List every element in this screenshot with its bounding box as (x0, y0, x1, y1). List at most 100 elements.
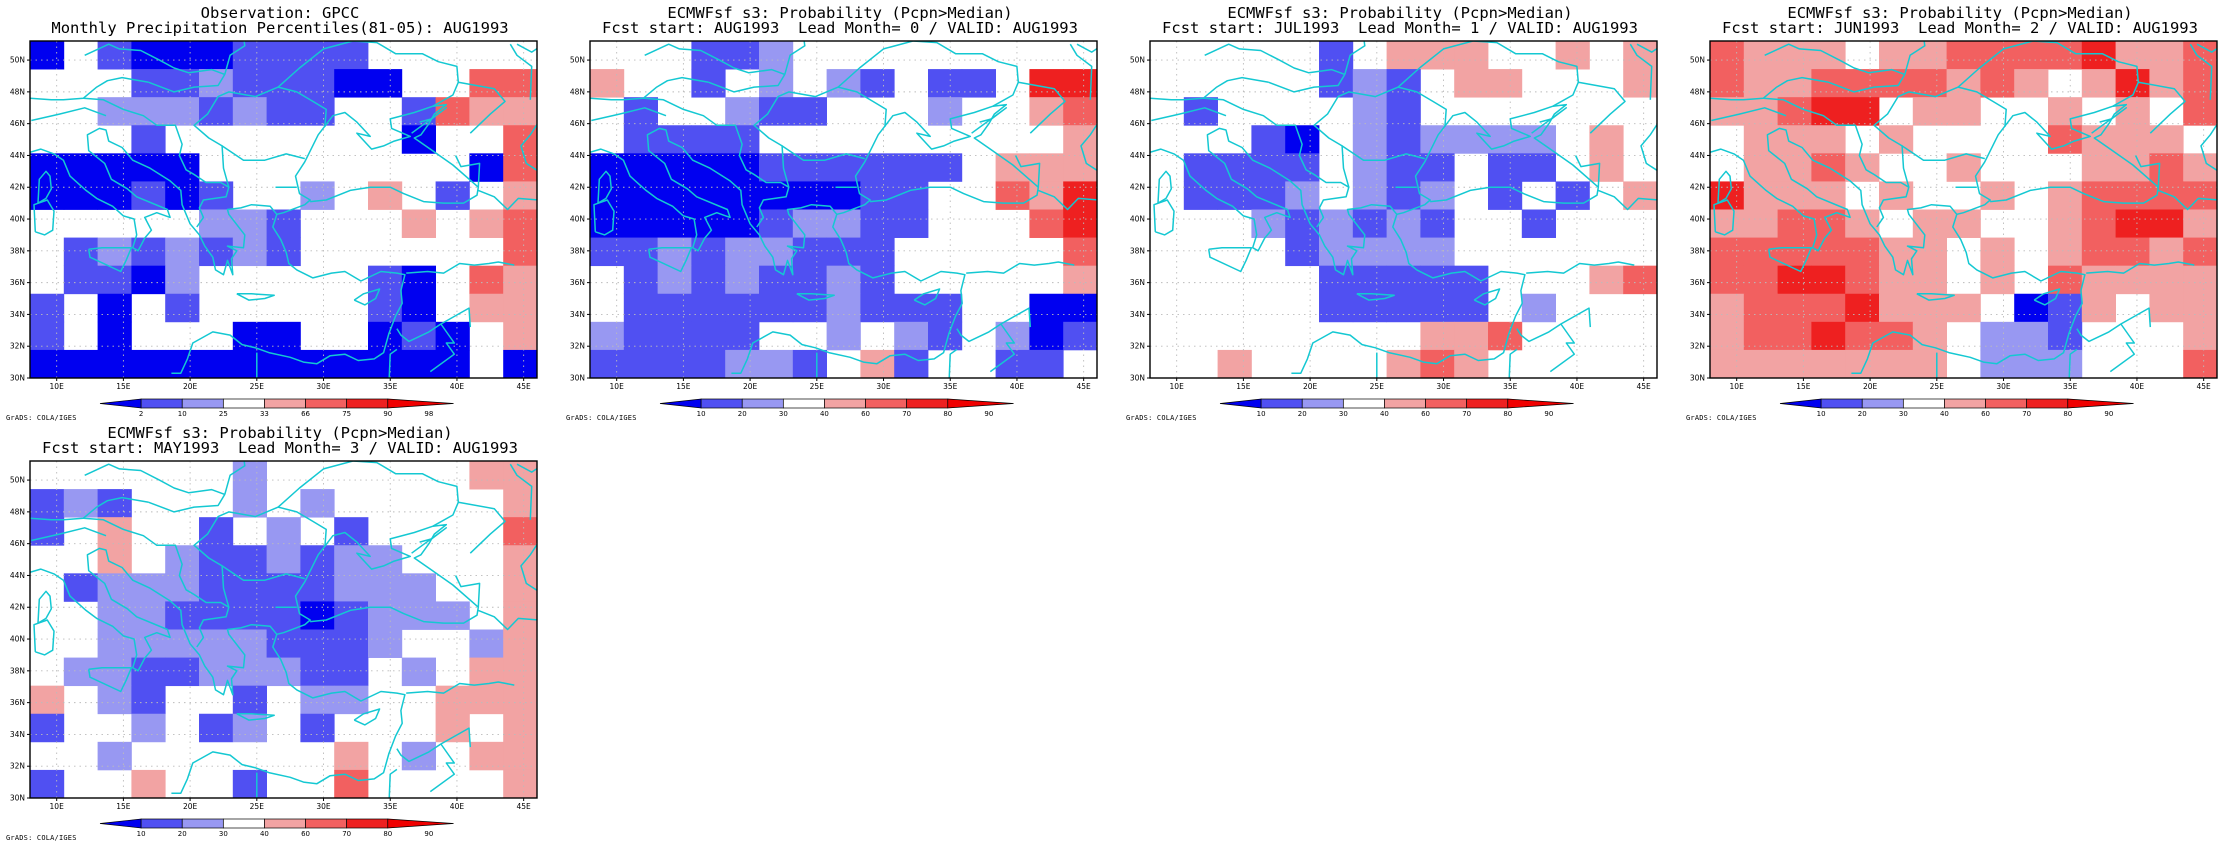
graticule (590, 41, 1097, 379)
grid-cell (1777, 41, 1812, 70)
grid-cell (1777, 181, 1812, 210)
grid-cell (1743, 237, 1778, 267)
grid-cell (266, 657, 301, 687)
grid-cell (860, 69, 895, 98)
coastline (411, 527, 448, 554)
grid-cell (266, 97, 301, 126)
grid-cell (232, 489, 267, 518)
lon-tick-label: 20E (743, 382, 758, 391)
grid-cell (1420, 237, 1455, 267)
lon-tick-label: 45E (517, 802, 532, 811)
grid-cell (401, 265, 436, 295)
grid-cell (1946, 41, 1981, 70)
probability-map: 10E 15E 20E 25E 30E 35E 40E 45E 30N 32N 34N 36N 38N 4… (570, 40, 1098, 418)
coastline (31, 527, 107, 542)
grid-cell (623, 293, 658, 323)
grid-cell (725, 41, 760, 70)
lon-tick-label: 15E (116, 382, 131, 391)
grid-cell (503, 293, 538, 323)
grid-cell (232, 629, 267, 658)
grid-cell (435, 181, 470, 210)
grid-cell (1251, 181, 1286, 210)
grid-cell (995, 153, 1030, 182)
panel-subtitle: Fcst start: JUN1993 Lead Month= 2 / VALI… (1722, 19, 2198, 37)
grid-cell (63, 657, 98, 687)
coastline (1268, 74, 1346, 93)
lon-tick-label: 10E (50, 382, 65, 391)
grid-cell (1352, 153, 1387, 182)
lon-tick-label: 25E (1930, 382, 1945, 391)
grid-cell (334, 69, 369, 98)
coastline (1629, 43, 1653, 100)
coastline (753, 86, 887, 188)
coastline (429, 743, 456, 793)
grid-cell (1811, 97, 1846, 126)
coastline (731, 214, 966, 374)
grid-cell (300, 657, 335, 687)
colorbar-label: 10 (1817, 410, 1826, 418)
grid-cell (503, 321, 538, 351)
grid-cell (1285, 153, 1320, 182)
colorbar-segment (659, 398, 702, 409)
grid-cell (691, 265, 726, 295)
grid-cell (1352, 209, 1387, 238)
grid-cell (469, 265, 504, 295)
coastline (781, 145, 865, 161)
grid-cell (503, 769, 538, 799)
grid-cell (165, 41, 200, 70)
colorbar-label: 20 (178, 830, 187, 838)
grid-cell (2115, 209, 2150, 238)
panel-subtitle: Fcst start: AUG1993 Lead Month= 0 / VALI… (602, 19, 1078, 37)
grid-cell (894, 153, 929, 182)
grid-cell (300, 489, 335, 518)
coastline (1472, 41, 1580, 107)
grid-cell (131, 237, 166, 267)
coastline (2134, 155, 2161, 188)
grid-cell (725, 265, 760, 295)
coastline (1313, 86, 1447, 188)
lat-tick-label: 38N (10, 246, 25, 255)
coastline (83, 517, 230, 648)
grads-credit: GrADS: COLA/IGES (566, 414, 637, 422)
grads-credit: GrADS: COLA/IGES (1126, 414, 1197, 422)
grid-cell (1029, 153, 1064, 182)
colorbar-label: 70 (342, 830, 351, 838)
grid-cell (1420, 125, 1455, 154)
grid-cell (232, 573, 267, 602)
coastline (1763, 97, 1910, 228)
grid-cell (165, 153, 200, 182)
grid-cell (826, 293, 861, 323)
coastline (2138, 81, 2186, 134)
colorbar-label: 60 (301, 830, 310, 838)
map-frame (589, 40, 1098, 379)
coastline (171, 214, 406, 374)
coastlines (1710, 41, 2217, 378)
coastline (1767, 246, 1813, 273)
lat-tick-label: 38N (10, 666, 25, 675)
grid-cell (1063, 97, 1098, 126)
coastline (1014, 155, 1041, 188)
grid-cell (1710, 321, 1745, 351)
coastlines (590, 41, 1097, 378)
grid-cell (401, 293, 436, 323)
coastline (1341, 145, 1425, 161)
grid-cell (2048, 97, 2083, 126)
grid-cell (2183, 321, 2218, 351)
grid-cell (1555, 181, 1590, 210)
grid-cell (826, 265, 861, 295)
grid-cell (368, 349, 403, 379)
coastline (84, 463, 226, 496)
grid-cell (1811, 293, 1846, 323)
grid-cell (199, 209, 234, 238)
grid-cell (131, 265, 166, 295)
lat-tick-label: 38N (570, 246, 585, 255)
grid-cell (30, 517, 65, 546)
lon-tick-label: 10E (1170, 382, 1185, 391)
lat-tick-label: 40N (1690, 215, 1705, 224)
grid-cell (1980, 237, 2015, 267)
map-frame (29, 460, 538, 799)
grid-cells (1710, 41, 2218, 379)
lon-tick-label: 10E (50, 802, 65, 811)
grid-cell (860, 153, 895, 182)
grid-cell (1063, 265, 1098, 295)
